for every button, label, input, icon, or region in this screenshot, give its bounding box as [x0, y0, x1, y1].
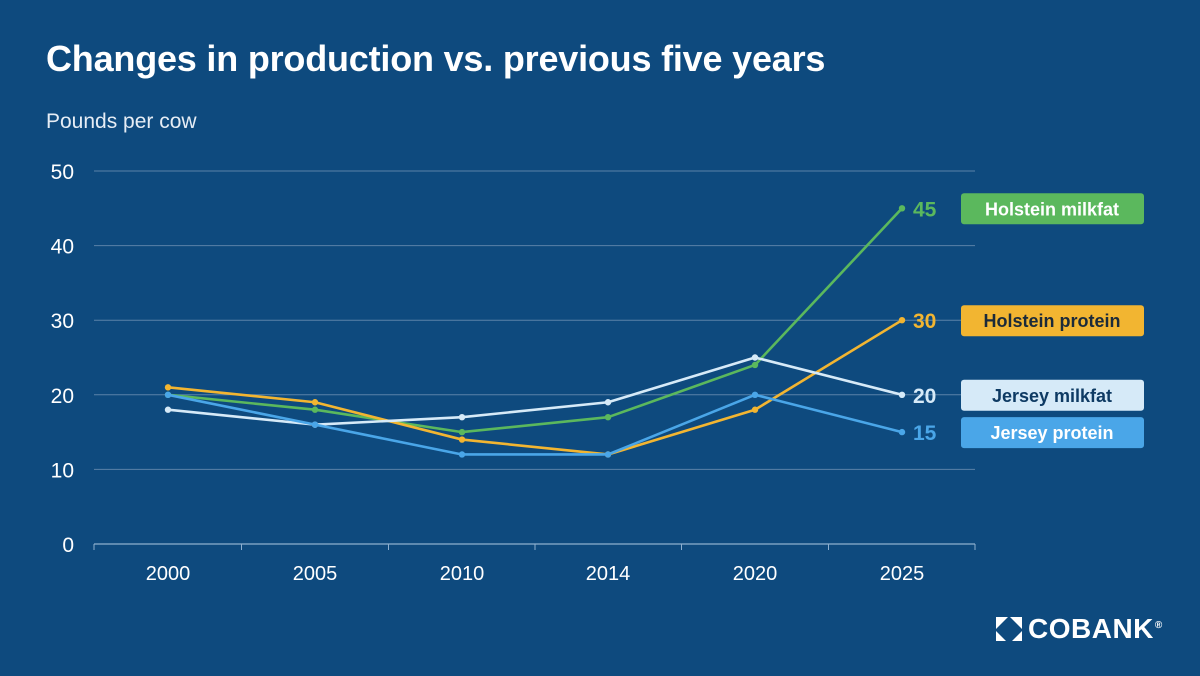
data-point-holstein-protein: [458, 436, 466, 443]
cobank-logo-icon: [996, 617, 1022, 641]
chart-title: Changes in production vs. previous five …: [46, 38, 826, 79]
y-tick-label: 40: [51, 236, 74, 259]
legend-box-jersey-protein: [961, 417, 1144, 449]
data-point-holstein-milkfat: [751, 361, 759, 369]
y-tick-label: 50: [51, 161, 74, 184]
legend-label-holstein-milkfat: Holstein milkfat: [985, 199, 1119, 219]
data-point-jersey-milkfat: [458, 413, 466, 421]
data-point-jersey-protein: [458, 451, 466, 458]
y-tick-label: 20: [51, 385, 74, 408]
x-tick-label: 2005: [293, 563, 338, 585]
series-line-jersey-milkfat: [166, 356, 904, 426]
x-tick-label: 2010: [440, 563, 485, 585]
logo-text: COBANK®: [1028, 613, 1163, 644]
data-point-holstein-protein: [164, 384, 172, 391]
legend-box-holstein-protein: [961, 305, 1144, 337]
y-tick-label: 0: [62, 534, 74, 557]
end-value-label-jersey-protein: 15: [913, 422, 937, 445]
data-point-holstein-protein: [311, 399, 319, 406]
data-point-jersey-protein: [311, 421, 319, 428]
series-line-holstein-protein: [166, 318, 904, 456]
data-point-holstein-milkfat: [898, 205, 906, 212]
legend-label-jersey-protein: Jersey protein: [990, 423, 1113, 443]
y-axis-label: Pounds per cow: [46, 110, 197, 133]
end-value-label-jersey-milkfat: 20: [913, 385, 936, 408]
data-point-holstein-protein: [898, 317, 906, 324]
data-point-jersey-protein: [604, 451, 612, 458]
data-point-jersey-protein: [751, 391, 759, 398]
legend-box-jersey-milkfat: [961, 379, 1144, 411]
cobank-logo: COBANK®: [994, 612, 1163, 646]
axes: 0 10 20 30 40 50 2000 2005 2010 2014 2020 2025: [51, 161, 976, 585]
x-tick-label: 2020: [733, 563, 778, 585]
series-lines: [164, 205, 906, 458]
y-tick-label: 30: [51, 310, 74, 333]
series-jersey-protein: [164, 391, 906, 458]
series-line-jersey-protein: [166, 393, 904, 456]
legend-label-jersey-milkfat: Jersey milkfat: [992, 386, 1112, 406]
legend-box-holstein-milkfat: [961, 193, 1144, 225]
legend-label-holstein-protein: Holstein protein: [983, 311, 1120, 331]
x-tick-label: 2025: [880, 563, 925, 585]
data-point-jersey-milkfat: [164, 406, 172, 413]
series-line-holstein-milkfat: [166, 207, 904, 434]
x-tick-label: 2000: [146, 563, 191, 585]
data-point-jersey-milkfat: [751, 354, 759, 361]
series-holstein-protein: [164, 317, 906, 458]
end-labels: 45 Holstein milkfat 30 Holstein protein 20 Je…: [913, 193, 1144, 449]
data-point-holstein-milkfat: [311, 406, 319, 413]
y-tick-label: 10: [51, 459, 74, 482]
data-point-jersey-protein: [898, 428, 906, 436]
data-point-holstein-milkfat: [604, 413, 612, 421]
data-point-holstein-protein: [751, 406, 759, 413]
data-point-jersey-protein: [164, 391, 172, 398]
end-value-label-holstein-milkfat: 45: [913, 198, 937, 221]
data-point-jersey-milkfat: [604, 399, 612, 406]
x-tick-label: 2014: [586, 563, 631, 585]
end-value-label-holstein-protein: 30: [913, 310, 936, 333]
data-point-holstein-milkfat: [458, 428, 466, 436]
data-point-jersey-milkfat: [898, 391, 906, 398]
